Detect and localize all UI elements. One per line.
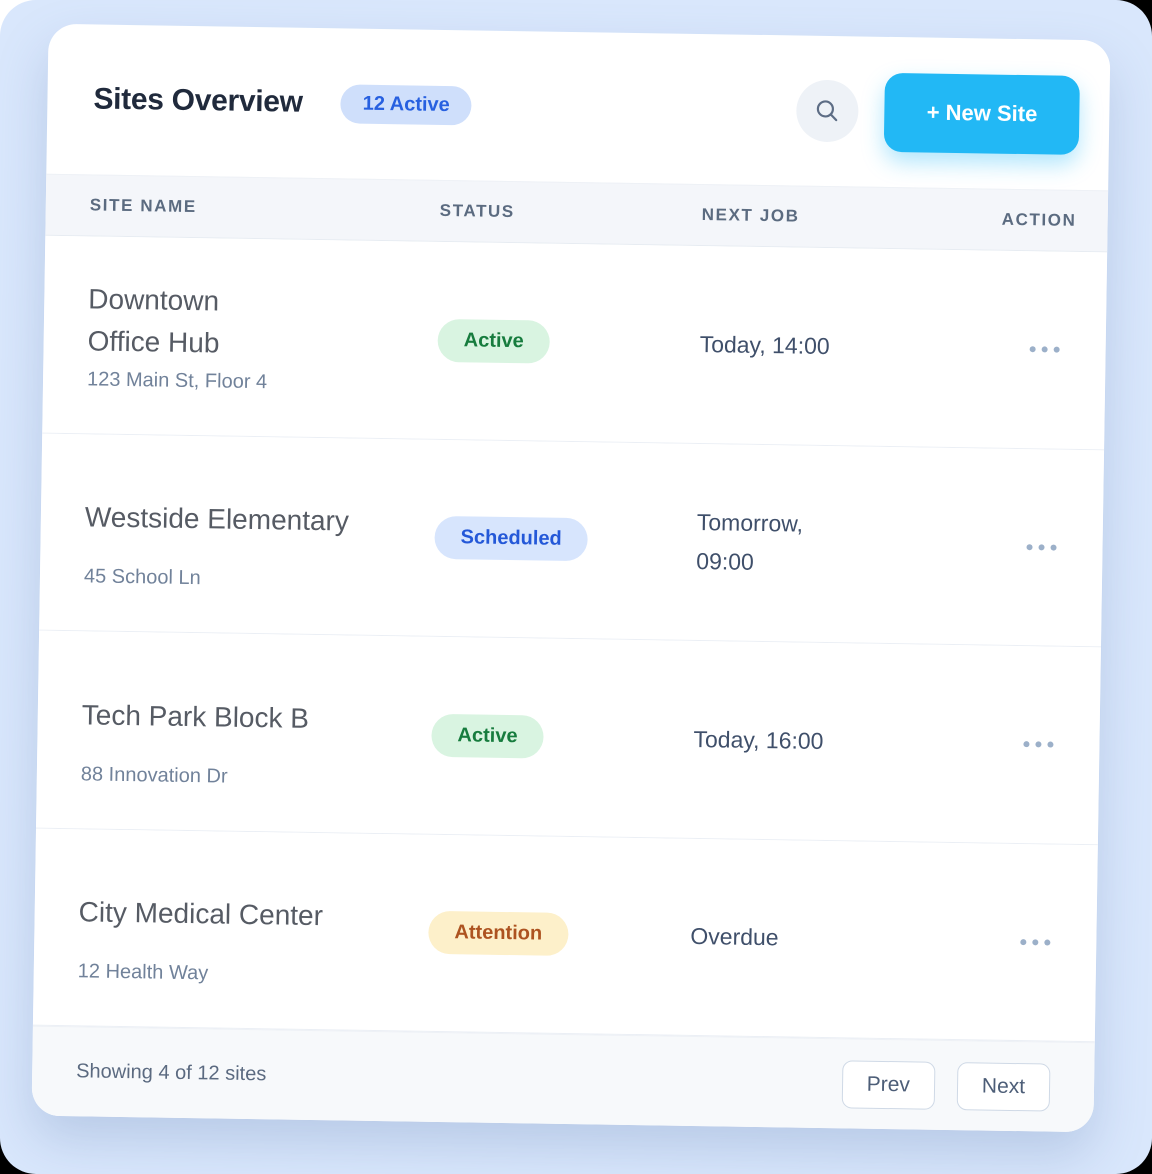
- site-name-cell: Westside Elementary 45 School Ln: [84, 476, 436, 594]
- table-row: City Medical Center 12 Health Way Attent…: [32, 828, 1098, 1043]
- header-spacer: [472, 105, 797, 110]
- site-name: Tech Park Block B: [81, 699, 310, 734]
- pagination-controls: Prev Next: [841, 1059, 1051, 1112]
- table-row: Tech Park Block B 88 Innovation Dr Activ…: [36, 630, 1101, 845]
- site-address: 45 School Ln: [83, 565, 201, 590]
- ellipsis-icon: [1029, 346, 1060, 353]
- site-address: 12 Health Way: [77, 960, 209, 985]
- status-badge: Scheduled: [434, 516, 589, 562]
- status-badge: Attention: [428, 911, 569, 957]
- site-name-cell: City Medical Center 12 Health Way: [78, 871, 430, 989]
- ellipsis-icon: [1020, 938, 1051, 946]
- status-badge: Active: [437, 318, 551, 364]
- site-name: City Medical Center: [78, 896, 324, 932]
- next-job-cell: Today, 14:00: [699, 330, 830, 359]
- page-title: Sites Overview: [93, 82, 303, 119]
- row-actions-button[interactable]: [1021, 731, 1055, 758]
- ellipsis-icon: [1023, 741, 1054, 748]
- site-name: Downtown Office Hub: [87, 283, 220, 359]
- next-page-button[interactable]: Next: [956, 1061, 1051, 1112]
- next-job-cell: Today, 16:00: [693, 725, 824, 754]
- action-cell: [993, 731, 1055, 758]
- site-name-cell: Downtown Office Hub 123 Main St, Floor 4: [87, 278, 439, 396]
- status-cell: Scheduled: [434, 516, 697, 563]
- next-job-cell: Overdue: [690, 923, 779, 951]
- column-header-next-job: NEXT JOB: [701, 205, 800, 226]
- site-name: Westside Elementary: [84, 501, 350, 537]
- row-actions-button[interactable]: [1018, 929, 1052, 956]
- action-cell: [999, 336, 1061, 363]
- table-row: Westside Elementary 45 School Ln Schedul…: [39, 433, 1105, 648]
- card-footer: Showing 4 of 12 sites Prev Next: [31, 1025, 1095, 1133]
- next-job-cell: Tomorrow, 09:00: [696, 508, 804, 575]
- action-cell: [996, 533, 1058, 560]
- search-button[interactable]: [796, 79, 860, 143]
- prev-page-button[interactable]: Prev: [841, 1059, 936, 1110]
- magnifier-icon: [813, 97, 841, 125]
- ellipsis-icon: [1026, 543, 1057, 551]
- column-header-action: ACTION: [1001, 209, 1077, 230]
- table-row: Downtown Office Hub 123 Main St, Floor 4…: [42, 235, 1108, 450]
- pagination-summary: Showing 4 of 12 sites: [76, 1060, 267, 1086]
- status-cell: Active: [431, 713, 694, 761]
- column-header-site-name: SITE NAME: [89, 195, 197, 217]
- status-cell: Active: [437, 318, 700, 366]
- status-cell: Attention: [428, 911, 691, 958]
- site-address: 88 Innovation Dr: [80, 763, 228, 788]
- status-badge: Active: [431, 713, 544, 759]
- site-name-cell: Tech Park Block B 88 Innovation Dr: [81, 673, 433, 791]
- site-address: 123 Main St, Floor 4: [86, 368, 268, 393]
- column-header-status: STATUS: [439, 200, 515, 222]
- row-actions-button[interactable]: [1024, 534, 1058, 561]
- new-site-button[interactable]: + New Site: [884, 72, 1080, 155]
- action-cell: [990, 928, 1052, 955]
- active-count-badge: 12 Active: [340, 83, 473, 125]
- sites-overview-card: Sites Overview 12 Active + New Site SITE…: [31, 23, 1111, 1133]
- card-header: Sites Overview 12 Active + New Site: [46, 24, 1110, 191]
- row-actions-button[interactable]: [1027, 336, 1061, 363]
